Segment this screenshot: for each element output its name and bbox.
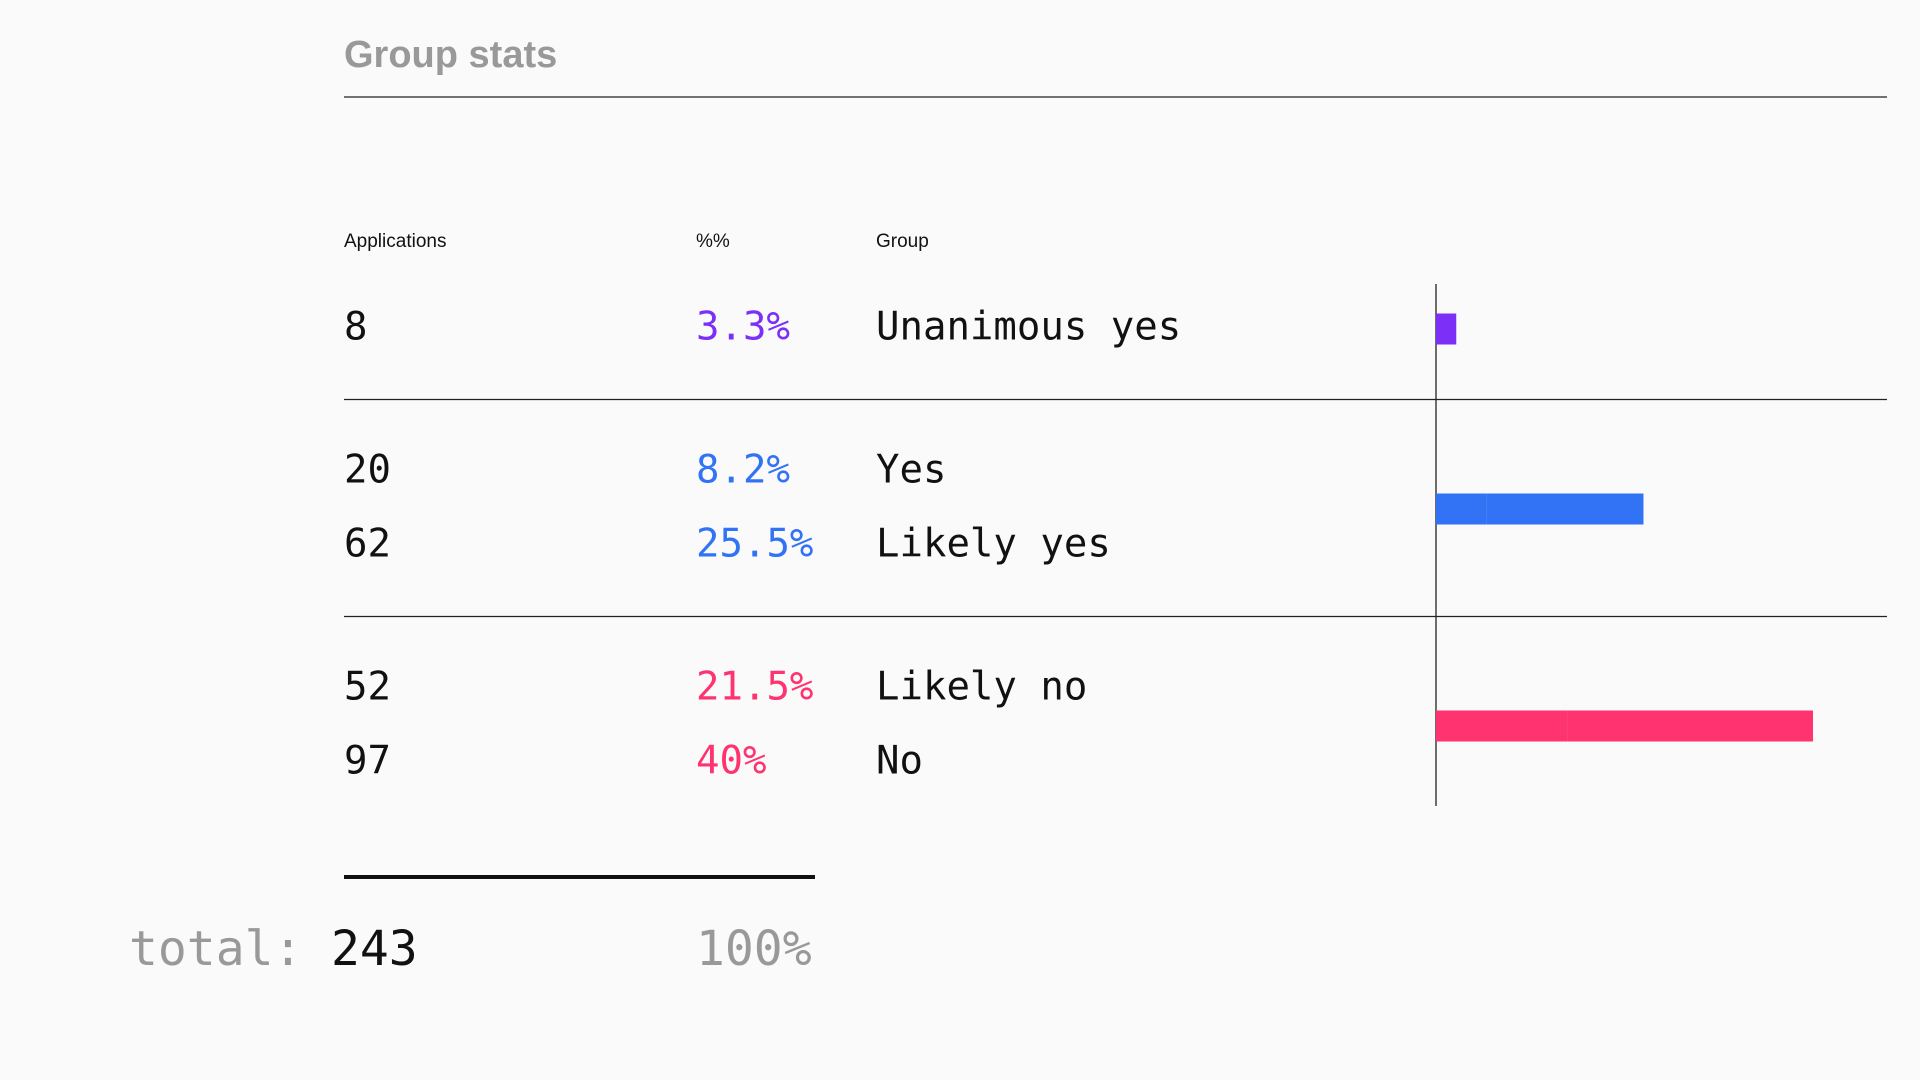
group-bar-segment [1436, 493, 1487, 525]
column-header: Applications [344, 231, 446, 252]
group-bar-segment [1567, 710, 1813, 742]
group-label: Yes [876, 448, 946, 493]
group-bar-segment [1486, 493, 1644, 525]
total-value: 243 [331, 921, 418, 977]
applications-count: 97 [344, 739, 391, 784]
applications-count: 8 [344, 305, 367, 350]
group-label: Likely yes [876, 522, 1111, 567]
group-label: Likely no [876, 665, 1087, 710]
applications-count: 62 [344, 522, 391, 567]
percent: 3.3% [696, 305, 790, 350]
percent: 25.5% [696, 522, 813, 567]
group-label: Unanimous yes [876, 305, 1181, 350]
column-header: %% [696, 231, 730, 252]
group-bar-segment [1436, 313, 1457, 345]
total-label: total: [129, 921, 302, 977]
percent: 21.5% [696, 665, 813, 710]
page-title: Group stats [344, 34, 557, 76]
percent: 40% [696, 739, 766, 784]
applications-count: 20 [344, 448, 391, 493]
total-percent: 100% [696, 921, 812, 977]
group-bar-segment [1436, 710, 1568, 742]
group-label: No [876, 739, 923, 784]
percent: 8.2% [696, 448, 790, 493]
column-header: Group [876, 231, 929, 252]
applications-count: 52 [344, 665, 391, 710]
